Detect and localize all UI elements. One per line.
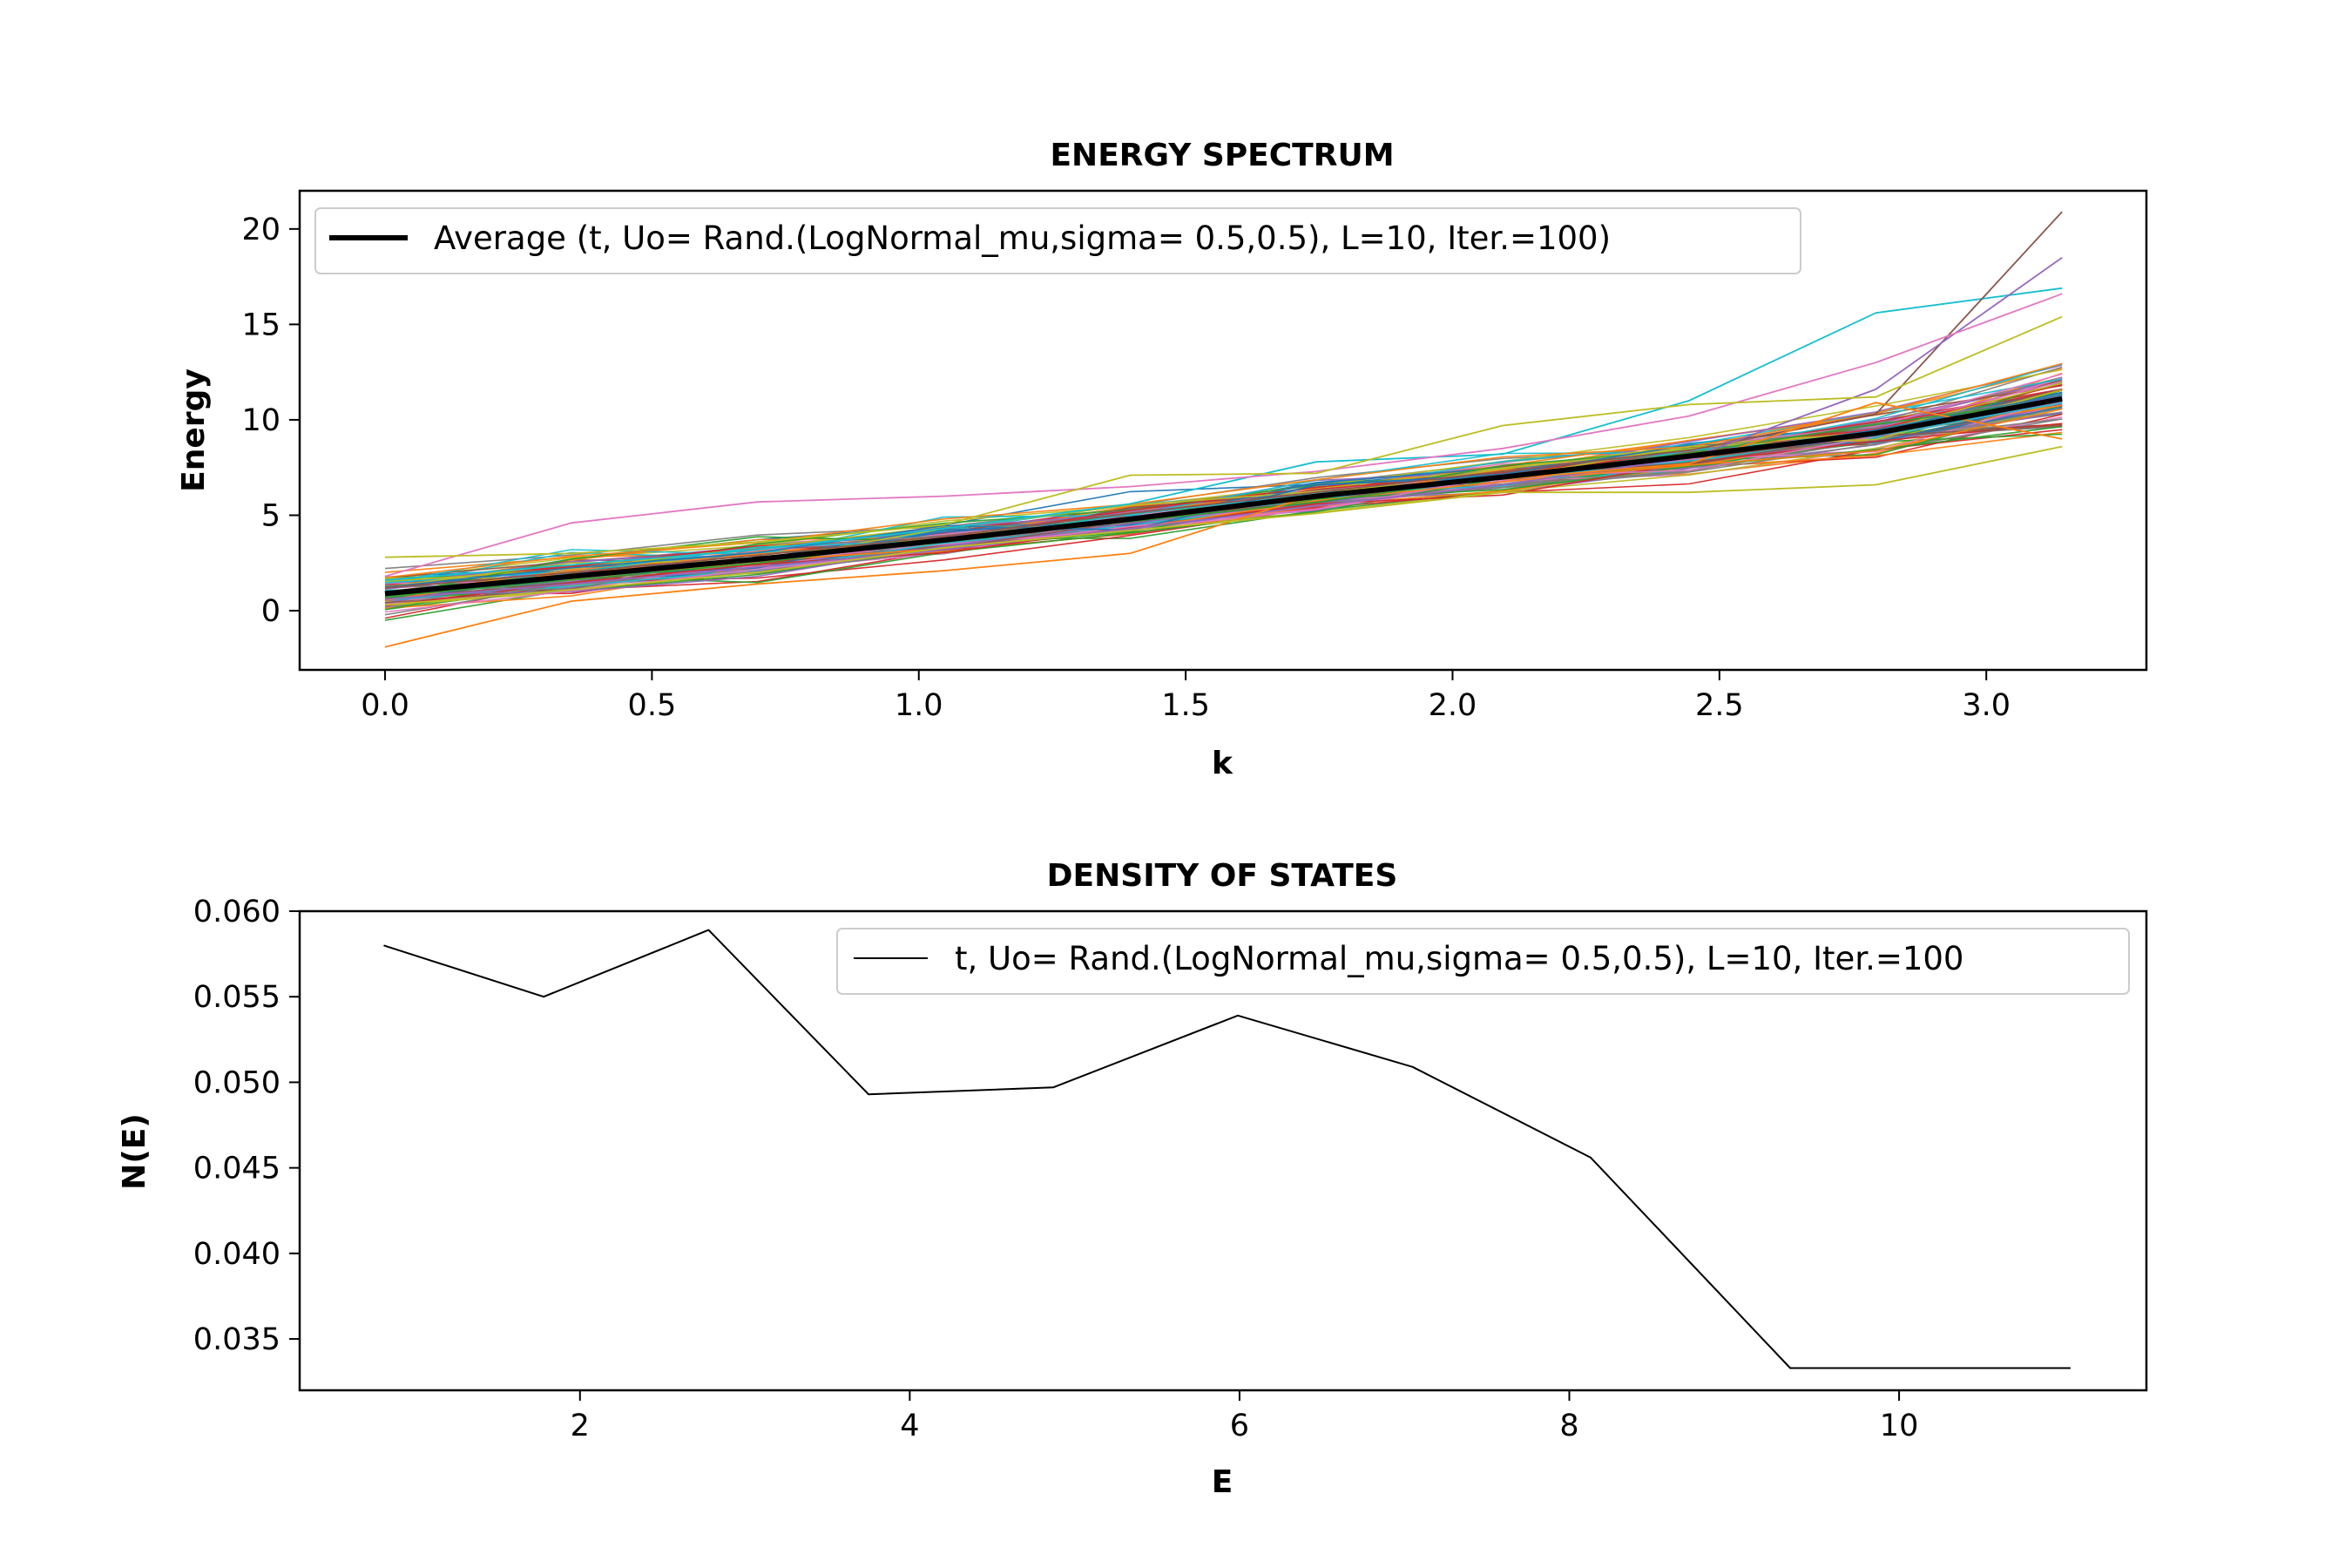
realization-lines	[384, 211, 2063, 648]
y-axis-label: Energy	[176, 368, 212, 492]
legend-box	[314, 207, 1801, 274]
realization-line	[384, 445, 2063, 606]
x-tick-label: 6	[1230, 1409, 1249, 1443]
x-tick-label: 2.0	[1429, 688, 1477, 723]
legend-label: Average (t, Uo= Rand.(LogNormal_mu,sigma…	[434, 220, 1611, 257]
chart-title: DENSITY OF STATES	[1047, 858, 1398, 894]
realization-line	[384, 366, 2063, 570]
realization-line	[384, 422, 2063, 606]
y-tick-label: 0.050	[193, 1065, 280, 1100]
y-tick-label: 0.035	[193, 1322, 280, 1357]
x-tick-label: 10	[1880, 1409, 1919, 1443]
realization-line	[384, 211, 2063, 589]
realization-line	[384, 293, 2063, 578]
legend-box	[836, 928, 2130, 995]
energy-spectrum-panel: ENERGY SPECTRUM 0.0 0.5 1.0 1.5 2.0 2.5 3.0 0 5…	[176, 138, 2148, 781]
average-line	[384, 395, 2063, 597]
x-tick-label: 3.0	[1962, 688, 2011, 723]
y-axis-label: N(E)	[117, 1113, 152, 1190]
y-tick-label: 0.040	[193, 1237, 280, 1272]
x-tick-label: 8	[1559, 1409, 1578, 1443]
x-tick-label: 1.5	[1161, 688, 1210, 723]
plot-frame	[298, 909, 2148, 1392]
chart-title: ENERGY SPECTRUM	[1050, 138, 1394, 173]
realization-line	[384, 399, 2063, 598]
x-tick-label: 4	[900, 1409, 919, 1443]
realization-line	[384, 256, 2063, 600]
x-tick-label: 2	[571, 1409, 590, 1443]
realization-line	[384, 362, 2063, 578]
y-tick-label: 0	[261, 594, 280, 629]
legend: t, Uo= Rand.(LogNormal_mu,sigma= 0.5,0.5…	[836, 928, 2130, 995]
series-lines	[383, 929, 2071, 1369]
dos-line	[383, 929, 2071, 1369]
y-axis-ticks: 0.035 0.040 0.045 0.050 0.055 0.060	[193, 895, 300, 1357]
x-axis-label: E	[1212, 1464, 1233, 1500]
plot-frame	[298, 189, 2148, 672]
x-axis-ticks: 2 4 6 8 10	[571, 1390, 1919, 1443]
density-of-states-panel: DENSITY OF STATES 2 4 6 8 10 0.035 0.040 0.045…	[117, 858, 2148, 1500]
y-tick-label: 0.045	[193, 1152, 280, 1186]
realization-line	[384, 287, 2063, 581]
x-axis-label: k	[1212, 746, 1233, 781]
y-axis-ticks: 0 5 10 15 20	[241, 213, 300, 629]
y-tick-label: 10	[241, 403, 280, 438]
realization-line	[384, 402, 2063, 648]
x-tick-label: 2.5	[1695, 688, 1744, 723]
x-tick-label: 1.0	[895, 688, 943, 723]
y-tick-label: 15	[241, 308, 280, 342]
y-tick-label: 20	[241, 213, 280, 247]
realization-line	[384, 315, 2063, 558]
y-tick-label: 0.055	[193, 980, 280, 1015]
y-tick-label: 5	[261, 499, 280, 534]
x-axis-ticks: 0.0 0.5 1.0 1.5 2.0 2.5 3.0	[361, 670, 2011, 723]
legend: Average (t, Uo= Rand.(LogNormal_mu,sigma…	[314, 207, 1801, 274]
x-tick-label: 0.5	[628, 688, 677, 723]
y-tick-label: 0.060	[193, 895, 280, 929]
x-tick-label: 0.0	[361, 688, 409, 723]
legend-label: t, Uo= Rand.(LogNormal_mu,sigma= 0.5,0.5…	[955, 940, 1963, 977]
series-lines	[384, 395, 2063, 597]
